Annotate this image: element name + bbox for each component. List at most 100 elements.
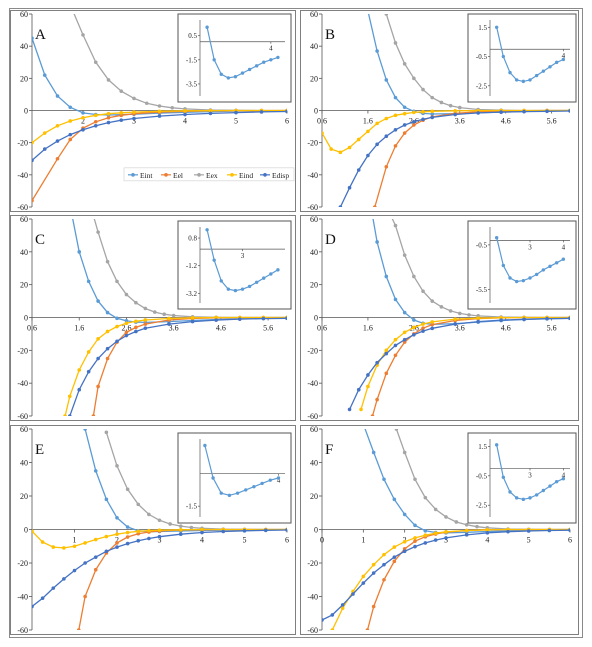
y-tick-label: 0 [314, 526, 318, 535]
inset-y-tick-label: -0.5 [476, 241, 488, 249]
point-Eint [42, 73, 47, 77]
point-Eind [42, 131, 47, 135]
point-Edisp [499, 110, 503, 114]
point-Eind [412, 110, 416, 115]
point-Eint [384, 78, 389, 82]
inset-point-Eint [254, 64, 259, 68]
point-Edisp [356, 387, 361, 392]
point-Ex [475, 524, 479, 529]
inset-point-Eint [554, 60, 559, 65]
x-tick-label: 4 [485, 536, 489, 545]
y-tick-label: -20 [17, 139, 28, 148]
inset-point-Eint [561, 57, 566, 62]
inset-x-tick-label: 4 [277, 477, 281, 485]
point-Eind [86, 350, 91, 354]
inset-point-Eint [269, 58, 273, 62]
point-Eint [86, 279, 91, 284]
x-tick-label: 6 [568, 536, 572, 545]
point-Edisp [157, 534, 162, 539]
point-Ex [134, 300, 138, 305]
point-Ex [393, 223, 398, 228]
point-Edisp [55, 139, 60, 143]
point-Edisp [384, 351, 389, 356]
point-Edisp [115, 339, 119, 344]
point-Eint [115, 316, 119, 321]
point-Ex [430, 299, 435, 303]
inset-frame [177, 220, 292, 310]
point-Edisp [115, 545, 119, 549]
point-Edisp [221, 529, 226, 534]
point-Ex [412, 274, 416, 279]
inset-point-Eint [276, 268, 280, 272]
point-Edisp [81, 128, 85, 132]
point-Eint [423, 529, 428, 533]
series-group [347, 219, 570, 416]
point-Edisp [522, 317, 526, 322]
point-Eind [40, 540, 45, 544]
y-tick-label: -40 [17, 171, 28, 180]
y-tick-label: 20 [310, 492, 318, 501]
point-Edisp [433, 538, 438, 542]
figure-border [9, 8, 583, 638]
point-Edisp [366, 373, 370, 377]
point-Ex [147, 512, 151, 517]
y-tick-label: 60 [20, 215, 28, 224]
point-Edisp [42, 147, 47, 151]
point-Eind [347, 145, 352, 150]
inset-point-Eint [494, 25, 499, 30]
point-Edisp [421, 117, 425, 122]
inset-point-Eint [262, 60, 266, 64]
point-Edisp [384, 134, 389, 139]
point-Edisp [183, 112, 187, 117]
point-Edisp [68, 132, 73, 137]
inset-y-tick-label: -1.2 [186, 262, 198, 270]
panel-letter: A [35, 27, 46, 43]
point-Edisp [423, 541, 428, 545]
y-tick-label: -20 [17, 346, 28, 355]
y-tick-label: 40 [310, 459, 318, 468]
point-Eint [125, 525, 130, 529]
inset-point-Eint [508, 276, 512, 280]
point-Eind [55, 123, 60, 128]
inset-point-Eint [541, 69, 546, 73]
series-group [32, 429, 287, 630]
point-Eel [370, 414, 375, 416]
y-tick-label: 0 [314, 107, 318, 116]
point-Ex [448, 309, 453, 313]
inset-point-Eint [254, 280, 259, 284]
legend-marker-Ex [197, 173, 201, 177]
legend-marker-Edisp [263, 173, 267, 177]
point-Edisp [125, 541, 130, 546]
point-Ex [423, 495, 428, 500]
y-tick-label: -40 [17, 379, 28, 388]
point-Ex [402, 253, 407, 257]
point-Eind [67, 394, 72, 399]
point-Edisp [136, 538, 141, 543]
point-Eind [356, 137, 361, 142]
inset-point-Eint [252, 484, 256, 489]
x-tick-label: 3.6 [455, 117, 465, 126]
point-Eel [115, 541, 119, 545]
point-Eind [393, 337, 398, 342]
point-Edisp [476, 319, 480, 324]
inset-point-Eint [262, 276, 266, 280]
inset-point-Eint [212, 258, 216, 262]
inset-point-Eint [501, 263, 506, 268]
point-Eind [63, 414, 67, 416]
inset-y-tick-label: -1.5 [186, 503, 198, 511]
point-Eel [430, 322, 435, 327]
point-Eel [393, 144, 398, 148]
point-Eint [382, 477, 386, 482]
point-Ex [144, 101, 149, 106]
point-Eind [68, 119, 73, 123]
point-Edisp [261, 316, 266, 321]
inset-point-Eint [276, 476, 281, 480]
y-tick-label: 40 [20, 248, 28, 257]
y-tick-label: -20 [307, 139, 318, 148]
inset: 0.5 -1.5 -3.5 4 [177, 13, 292, 103]
inset-point-Eint [534, 272, 539, 277]
point-Edisp [285, 109, 287, 114]
point-Ex [168, 522, 172, 526]
inset-point-Eint [521, 278, 526, 283]
y-tick-label: -40 [17, 593, 28, 602]
